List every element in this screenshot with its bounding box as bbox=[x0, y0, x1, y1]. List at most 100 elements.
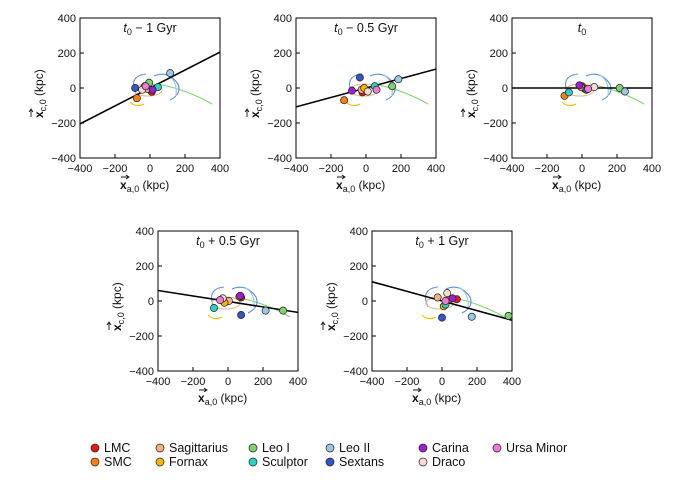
x-tick-label: 200 bbox=[176, 163, 194, 175]
x-tick-label: −400 bbox=[68, 163, 93, 175]
x-tick-label: −400 bbox=[284, 163, 309, 175]
point-sagittarius bbox=[433, 293, 442, 302]
y-axis-label: xc,0 (kpc) bbox=[28, 69, 48, 118]
point-carina bbox=[148, 85, 157, 94]
vector-arrow-icon bbox=[320, 321, 326, 330]
panel-title: t0 + 1 Gyr bbox=[415, 234, 468, 250]
point-leo-i bbox=[504, 311, 513, 320]
x-axis-label: xa,0 (kpc) bbox=[336, 174, 385, 194]
y-axis-label: xc,0 (kpc) bbox=[106, 282, 126, 331]
leo-ii-trail bbox=[457, 286, 469, 310]
legend-item-carina: Carina bbox=[418, 441, 469, 455]
legend-marker bbox=[492, 443, 502, 453]
svg-text:xc,0 (kpc): xc,0 (kpc) bbox=[324, 282, 340, 331]
y-tick-label: 0 bbox=[286, 83, 292, 95]
x-axis-label: xa,0 (kpc) bbox=[120, 174, 169, 194]
panel-title: t0 − 1 Gyr bbox=[123, 21, 176, 37]
x-tick-label: 400 bbox=[289, 376, 307, 388]
panel-5: −400−400 −200 −200 0 0 200 200 400 400 xa,0 (kpc)… bbox=[320, 226, 521, 407]
y-tick-label: −400 bbox=[267, 153, 292, 165]
point-leo-i bbox=[279, 306, 288, 315]
y-tick-label: 200 bbox=[350, 261, 368, 273]
vector-arrow-icon bbox=[553, 174, 562, 180]
point-draco bbox=[363, 87, 372, 96]
x-tick-label: −200 bbox=[319, 163, 344, 175]
point-carina bbox=[448, 294, 457, 303]
x-tick-label: 400 bbox=[503, 376, 521, 388]
orbit-trail bbox=[425, 286, 439, 308]
point-sextans bbox=[355, 73, 364, 82]
x-tick-label: 400 bbox=[211, 163, 229, 175]
fornax-trail bbox=[561, 101, 577, 107]
legend-marker bbox=[418, 443, 428, 453]
point-smc bbox=[340, 96, 349, 105]
sextans-trail bbox=[231, 286, 258, 314]
x-tick-label: −200 bbox=[181, 376, 206, 388]
legend-item-leo-ii: Leo II bbox=[325, 441, 370, 455]
point-carina bbox=[236, 291, 245, 300]
legend-label: Draco bbox=[432, 455, 465, 469]
y-tick-label: −200 bbox=[343, 331, 368, 343]
x-axis-label: xa,0 (kpc) bbox=[198, 387, 247, 407]
y-tick-label: 400 bbox=[490, 13, 508, 25]
legend-marker bbox=[325, 443, 335, 453]
legend-label: Sagittarius bbox=[169, 441, 228, 455]
point-sextans bbox=[237, 311, 246, 319]
y-tick-label: 400 bbox=[274, 13, 292, 25]
vector-arrow-icon bbox=[244, 108, 250, 117]
legend-item-lmc: LMC bbox=[90, 441, 130, 455]
legend-marker bbox=[155, 457, 165, 467]
point-ursa-minor bbox=[216, 296, 225, 305]
legend-item-ursa-minor: Ursa Minor bbox=[492, 441, 567, 455]
x-tick-label: 400 bbox=[643, 163, 661, 175]
legend-item-leo-i: Leo I bbox=[248, 441, 290, 455]
panel-1: −400−400 −200 −200 0 0 200 200 400 400 xa,0 (kpc)… bbox=[28, 13, 229, 194]
panel-3: −400−400 −200 −200 0 0 200 200 400 400 xa,0 (kpc)… bbox=[460, 13, 661, 194]
y-tick-label: 0 bbox=[502, 83, 508, 95]
vector-arrow-icon bbox=[413, 387, 422, 393]
fornax-trail bbox=[345, 101, 361, 107]
point-smc bbox=[132, 94, 141, 103]
x-tick-label: 0 bbox=[225, 376, 231, 388]
orbit-trails bbox=[561, 73, 645, 107]
legend-marker bbox=[325, 457, 335, 467]
point-sextans bbox=[131, 84, 140, 92]
point-leo-ii bbox=[394, 75, 403, 84]
legend-item-smc: SMC bbox=[90, 455, 132, 469]
x-tick-label: 0 bbox=[363, 163, 369, 175]
leo-ii-trail bbox=[597, 73, 609, 97]
legend-marker bbox=[155, 443, 165, 453]
y-tick-label: −400 bbox=[129, 366, 154, 378]
orbit-trail bbox=[211, 286, 225, 308]
legend-item-sculptor: Sculptor bbox=[248, 455, 308, 469]
panel-4: −400−400 −200 −200 0 0 200 200 400 400 xa,0 (kpc)… bbox=[106, 226, 307, 407]
x-tick-label: 0 bbox=[147, 163, 153, 175]
x-tick-label: −200 bbox=[395, 376, 420, 388]
orbit-trails bbox=[207, 286, 291, 320]
x-tick-label: 200 bbox=[254, 376, 272, 388]
vector-arrow-icon bbox=[121, 174, 130, 180]
y-tick-label: 200 bbox=[136, 261, 154, 273]
y-tick-label: 200 bbox=[490, 48, 508, 60]
legend-label: Carina bbox=[432, 441, 469, 455]
legend-label: Fornax bbox=[169, 455, 209, 469]
legend-label: Sculptor bbox=[262, 455, 308, 469]
x-tick-label: −400 bbox=[146, 376, 171, 388]
legend-marker bbox=[248, 443, 258, 453]
x-tick-label: 200 bbox=[392, 163, 410, 175]
x-tick-label: 200 bbox=[608, 163, 626, 175]
y-tick-label: −200 bbox=[51, 118, 76, 130]
legend-item-sextans: Sextans bbox=[325, 455, 384, 469]
legend-label: Leo II bbox=[339, 441, 370, 455]
point-leo-ii bbox=[261, 306, 270, 315]
panel-title: t0 + 0.5 Gyr bbox=[196, 234, 260, 250]
y-axis-label: xc,0 (kpc) bbox=[460, 69, 480, 118]
svg-text:xa,0 (kpc): xa,0 (kpc) bbox=[412, 391, 461, 407]
legend-label: Sextans bbox=[339, 455, 384, 469]
vector-arrow-icon bbox=[106, 321, 112, 330]
legend-marker bbox=[248, 457, 258, 467]
svg-text:xc,0 (kpc): xc,0 (kpc) bbox=[248, 69, 264, 118]
y-tick-label: 400 bbox=[58, 13, 76, 25]
legend-item-sagittarius: Sagittarius bbox=[155, 441, 228, 455]
svg-text:xc,0 (kpc): xc,0 (kpc) bbox=[464, 69, 480, 118]
